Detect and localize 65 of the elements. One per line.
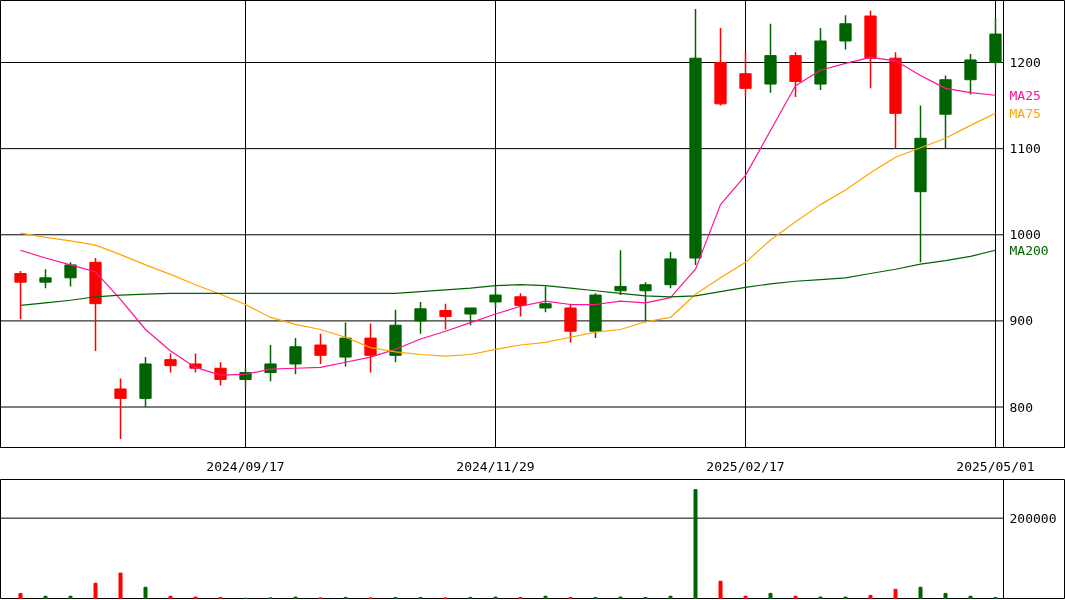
y-tick-label: 1200 bbox=[1009, 55, 1041, 71]
candlestick bbox=[564, 302, 577, 344]
bar bbox=[343, 596, 348, 599]
bar bbox=[943, 592, 948, 599]
series-label: MA200 bbox=[1009, 242, 1049, 258]
candlestick bbox=[514, 292, 527, 318]
bar bbox=[543, 595, 548, 599]
bar bbox=[143, 586, 148, 599]
y-tick-label: 1100 bbox=[1009, 141, 1041, 157]
candlestick bbox=[289, 337, 302, 376]
bar bbox=[868, 594, 873, 599]
bar bbox=[968, 595, 973, 599]
candlestick bbox=[339, 321, 352, 368]
candlestick bbox=[964, 53, 977, 96]
candlestick bbox=[314, 333, 327, 365]
bar bbox=[843, 596, 848, 599]
candlestick bbox=[39, 268, 52, 289]
x-tick-label: 2025/02/17 bbox=[706, 458, 785, 474]
bar bbox=[793, 595, 798, 599]
y-tick-label: 800 bbox=[1009, 399, 1033, 415]
bar bbox=[193, 596, 198, 599]
bar bbox=[68, 595, 73, 599]
bar bbox=[818, 596, 823, 599]
candlestick bbox=[164, 352, 177, 374]
bar bbox=[618, 596, 623, 599]
bar bbox=[393, 596, 398, 599]
candlestick bbox=[14, 270, 27, 320]
bar bbox=[693, 489, 698, 599]
bar bbox=[18, 592, 23, 599]
bar bbox=[768, 592, 773, 599]
bar bbox=[993, 596, 998, 599]
bar bbox=[118, 572, 123, 599]
candlestick bbox=[414, 301, 427, 335]
x-tick-label: 2025/05/01 bbox=[956, 458, 1035, 474]
bar bbox=[893, 588, 898, 599]
bar bbox=[43, 595, 48, 599]
bar bbox=[918, 586, 923, 599]
x-tick-label: 2024/11/29 bbox=[456, 458, 535, 474]
series-label: MA75 bbox=[1009, 105, 1041, 121]
bar bbox=[468, 596, 473, 599]
y-tick-label: 1000 bbox=[1009, 227, 1041, 243]
candlestick bbox=[739, 51, 752, 98]
candlestick bbox=[64, 261, 77, 288]
candlestick bbox=[364, 322, 377, 374]
bar bbox=[93, 582, 98, 599]
candlestick bbox=[839, 14, 852, 51]
bar bbox=[168, 595, 173, 599]
candlestick bbox=[114, 377, 127, 440]
series-label: MA25 bbox=[1009, 87, 1041, 103]
bar bbox=[518, 596, 523, 599]
bar bbox=[293, 596, 298, 599]
y-tick-label: 200000 bbox=[1009, 510, 1057, 526]
bar bbox=[593, 596, 598, 599]
x-tick-label: 2024/09/17 bbox=[206, 458, 285, 474]
bar bbox=[418, 596, 423, 599]
candlestick bbox=[439, 302, 452, 331]
y-tick-label: 900 bbox=[1009, 313, 1033, 329]
bar bbox=[743, 595, 748, 599]
bar bbox=[493, 596, 498, 599]
bar bbox=[718, 580, 723, 599]
line-series bbox=[19, 112, 997, 357]
bar bbox=[643, 596, 648, 599]
bar bbox=[668, 595, 673, 599]
bar bbox=[568, 596, 573, 599]
bar bbox=[218, 596, 223, 599]
